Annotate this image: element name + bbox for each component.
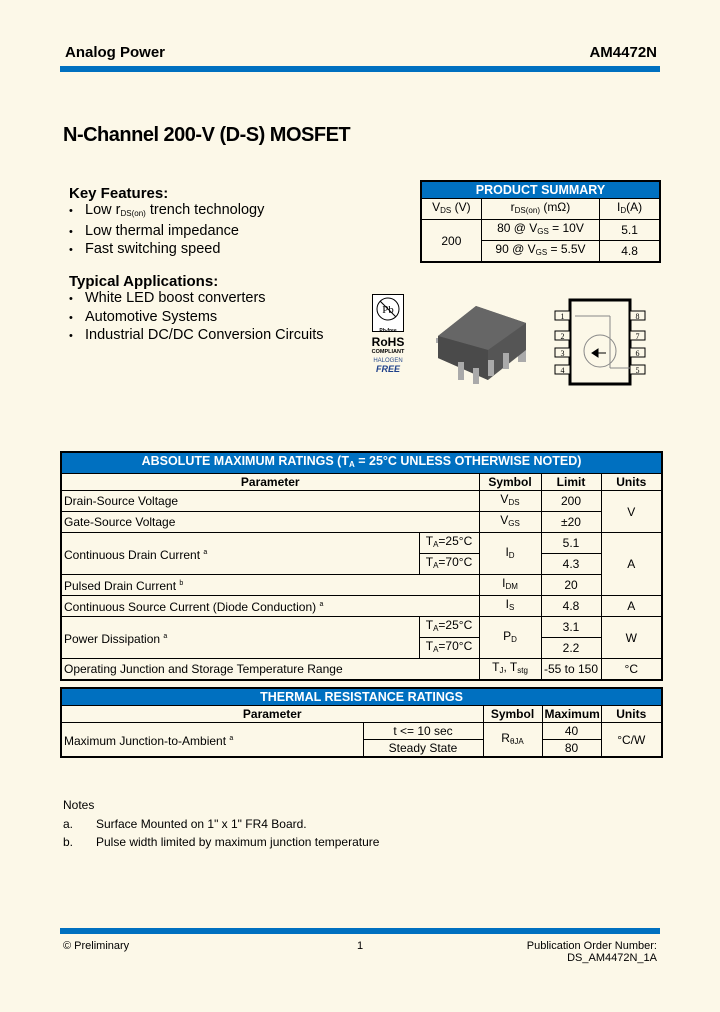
feature-item: Low thermal impedance xyxy=(69,223,264,242)
application-item: Automotive Systems xyxy=(69,309,324,328)
feature-item: Fast switching speed xyxy=(69,241,264,260)
table-row: Maximum Junction-to-Ambient a t <= 10 se… xyxy=(60,722,663,758)
thermal-resistance-table: THERMAL RESISTANCE RATINGS Parameter Symb… xyxy=(60,687,664,758)
table-row: Steady State 80 xyxy=(61,739,662,758)
table-row: Power Dissipation a TA=25°C PD 3.1 W xyxy=(60,616,663,659)
table-row: Continuous Source Current (Diode Conduct… xyxy=(60,595,663,617)
svg-text:2: 2 xyxy=(561,332,565,341)
absolute-maximum-ratings-table: ABSOLUTE MAXIMUM RATINGS (TA = 25°C UNLE… xyxy=(60,451,664,681)
table-row: 200 80 @ VGS = 10V 5.1 xyxy=(420,219,661,263)
so8-package-icon xyxy=(436,306,526,384)
thermal-title: THERMAL RESISTANCE RATINGS xyxy=(60,687,663,706)
feature-item: Low rDS(on) trench technology xyxy=(69,202,264,223)
note-item: b. Pulse width limited by maximum junctio… xyxy=(63,835,380,849)
company-name: Analog Power xyxy=(65,44,166,61)
notes-title: Notes xyxy=(63,798,95,812)
table-row: TA=70°C 2.2 xyxy=(61,637,662,659)
header-rule xyxy=(60,66,660,72)
key-features: Key Features: Low rDS(on) trench technol… xyxy=(69,185,264,260)
svg-text:8: 8 xyxy=(636,312,640,321)
compliant-label: COMPLIANT xyxy=(371,349,405,355)
halogen-label: HALOGEN xyxy=(373,358,403,364)
svg-text:7: 7 xyxy=(636,332,640,341)
table-row: Pulsed Drain Current b IDM 20 xyxy=(60,574,662,596)
svg-text:1: 1 xyxy=(561,312,565,321)
abs-max-title: ABSOLUTE MAXIMUM RATINGS (TA = 25°C UNLE… xyxy=(60,451,663,474)
table-row: Gate-Source Voltage VGS ±20 xyxy=(60,511,662,533)
note-item: a. Surface Mounted on 1" x 1" FR4 Board. xyxy=(63,817,307,831)
pb-free-icon: Pb Pb-free xyxy=(372,294,404,334)
table-header-row: Parameter Symbol Maximum Units xyxy=(60,705,663,723)
table-row: 90 @ VGS = 5.5V 4.8 xyxy=(421,240,661,263)
application-item: White LED boost converters xyxy=(69,290,324,309)
table-header-row: VDS (V) rDS(on) (mΩ) ID(A) xyxy=(420,198,661,220)
compliance-badges: Pb Pb-free RoHS COMPLIANT HALOGEN FREE xyxy=(370,294,406,374)
svg-text:3: 3 xyxy=(561,349,565,358)
pinout-diagram: 1 2 3 4 8 7 6 5 xyxy=(554,298,646,386)
table-row: TA=70°C 4.3 xyxy=(61,553,662,575)
key-features-title: Key Features: xyxy=(69,185,169,202)
svg-text:Pb: Pb xyxy=(382,304,394,316)
product-summary-title: PRODUCT SUMMARY xyxy=(420,180,661,199)
svg-text:4: 4 xyxy=(561,366,565,375)
product-summary-table: PRODUCT SUMMARY VDS (V) rDS(on) (mΩ) ID(… xyxy=(420,180,661,263)
rohs-label: RoHS xyxy=(371,335,405,349)
svg-text:6: 6 xyxy=(636,349,640,358)
free-label: FREE xyxy=(375,364,400,374)
footer-left: © Preliminary xyxy=(63,940,130,952)
table-row: Operating Junction and Storage Temperatu… xyxy=(60,658,663,681)
part-number: AM4472N xyxy=(589,44,657,61)
table-row: Continuous Drain Current a TA=25°C ID 5.… xyxy=(60,532,663,596)
application-item: Industrial DC/DC Conversion Circuits xyxy=(69,327,324,346)
table-row: Drain-Source Voltage VDS 200 V xyxy=(60,490,663,533)
svg-text:5: 5 xyxy=(636,366,640,375)
typical-applications: Typical Applications: White LED boost co… xyxy=(69,273,324,346)
table-header-row: Parameter Symbol Limit Units xyxy=(60,473,663,491)
applications-title: Typical Applications: xyxy=(69,273,219,290)
page-title: N-Channel 200-V (D-S) MOSFET xyxy=(63,124,351,146)
publication-number: Publication Order Number: DS_AM4472N_1A xyxy=(526,940,657,964)
page-number: 1 xyxy=(357,940,364,952)
footer-rule xyxy=(60,928,660,934)
